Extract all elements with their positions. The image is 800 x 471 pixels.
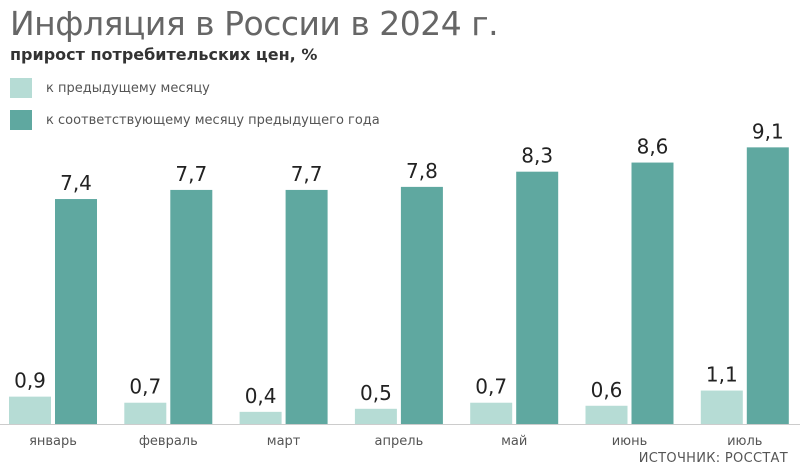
source-note: ИСТОЧНИК: РОССТАТ <box>638 451 788 466</box>
bar-monthly <box>239 411 282 424</box>
bar-yearly <box>631 162 674 424</box>
bar-yearly <box>516 171 559 424</box>
x-tick-label: март <box>267 434 301 449</box>
bar-monthly <box>354 408 397 424</box>
x-tick-label: май <box>501 434 527 449</box>
data-label-monthly: 0,5 <box>360 381 392 405</box>
legend-swatch-monthly <box>10 78 32 98</box>
x-tick-label: июль <box>727 434 762 449</box>
data-label-yearly: 8,6 <box>637 135 669 159</box>
data-label-monthly: 0,9 <box>14 369 46 393</box>
data-label-yearly: 8,3 <box>521 144 553 168</box>
data-label-yearly: 7,4 <box>60 171 92 195</box>
chart-title: Инфляция в России в 2024 г. <box>10 4 499 43</box>
bar-yearly <box>746 147 789 425</box>
data-label-yearly: 7,7 <box>175 162 207 186</box>
bar-monthly <box>470 402 513 424</box>
data-label-yearly: 7,7 <box>291 162 323 186</box>
bar-yearly <box>400 186 443 424</box>
bar-monthly <box>700 390 743 424</box>
data-label-monthly: 0,6 <box>591 378 623 402</box>
bar-monthly <box>585 405 628 424</box>
data-label-yearly: 9,1 <box>752 119 784 143</box>
legend-item-yearly: к соответствующему месяцу предыдущего го… <box>10 110 380 130</box>
legend: к предыдущему месяцу к соответствующему … <box>10 78 380 142</box>
legend-label-monthly: к предыдущему месяцу <box>46 80 210 96</box>
chart-subtitle: прирост потребительских цен, % <box>10 45 318 64</box>
legend-swatch-yearly <box>10 110 32 130</box>
legend-label-yearly: к соответствующему месяцу предыдущего го… <box>46 112 380 128</box>
bar-yearly <box>55 199 97 424</box>
bar-monthly <box>9 396 51 424</box>
bar-yearly <box>170 189 213 424</box>
data-label-monthly: 0,7 <box>129 375 161 399</box>
x-tick-label: январь <box>29 434 77 449</box>
data-label-monthly: 0,4 <box>245 384 277 408</box>
x-tick-label: апрель <box>375 434 424 449</box>
data-label-monthly: 0,7 <box>475 375 507 399</box>
legend-item-monthly: к предыдущему месяцу <box>10 78 380 98</box>
x-tick-label: февраль <box>139 434 198 449</box>
data-label-yearly: 7,8 <box>406 159 438 183</box>
x-tick-label: июнь <box>612 434 648 449</box>
bar-monthly <box>124 402 167 424</box>
bar-yearly <box>285 189 328 424</box>
data-label-monthly: 1,1 <box>706 363 738 387</box>
